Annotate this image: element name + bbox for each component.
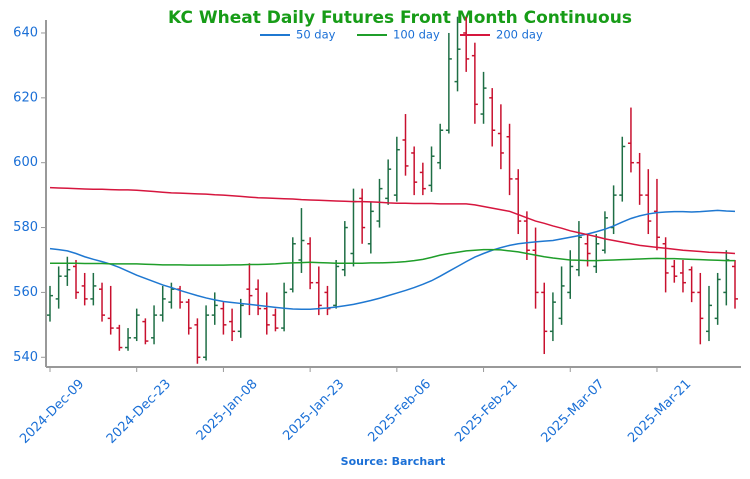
x-tick-label: 2025-Mar-21 [625, 377, 694, 446]
y-tick-label: 540 [13, 350, 38, 365]
legend-label: 50 day [296, 28, 336, 42]
x-tick-label: 2025-Feb-06 [366, 377, 435, 446]
x-tick-label: 2025-Feb-21 [452, 377, 521, 446]
y-tick-label: 640 [13, 25, 38, 40]
moving-average-line [49, 186, 736, 255]
x-tick-label: 2025-Jan-08 [194, 377, 261, 444]
x-tick-label: 2025-Jan-23 [280, 377, 347, 444]
x-tick-label: 2024-Dec-23 [104, 377, 174, 447]
legend-label: 200 day [496, 28, 543, 42]
moving-average-line [49, 209, 736, 311]
legend-label: 100 day [393, 28, 440, 42]
y-tick-label: 560 [13, 285, 38, 300]
source-note: Source: Barchart [341, 455, 446, 468]
moving-average-line [50, 248, 735, 266]
chart-title: KC Wheat Daily Futures Front Month Conti… [168, 8, 632, 28]
y-tick-label: 600 [13, 155, 38, 170]
y-tick-label: 580 [13, 220, 38, 235]
y-tick-label: 620 [13, 90, 38, 105]
x-tick-label: 2024-Dec-09 [17, 377, 87, 447]
x-tick-label: 2025-Mar-07 [538, 377, 607, 446]
